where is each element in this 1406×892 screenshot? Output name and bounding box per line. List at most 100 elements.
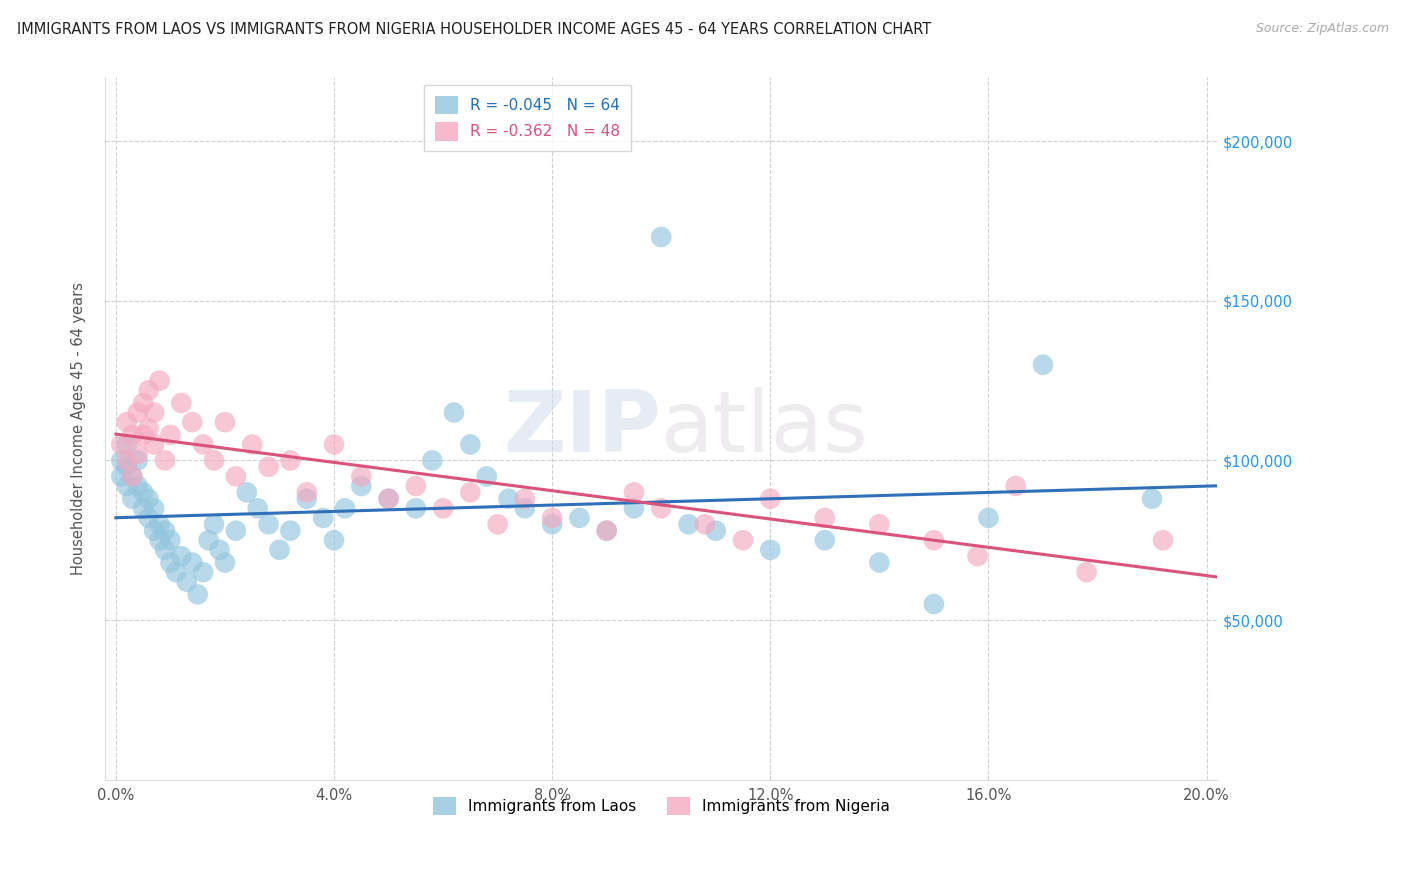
Point: [350, 469, 373, 483]
Point: [650, 230, 672, 244]
Point: [138, 491, 160, 506]
Point: [922, 533, 945, 548]
Point: [759, 491, 782, 506]
Point: [420, 453, 443, 467]
Y-axis label: Householder Income Ages 45 - 64 years: Householder Income Ages 45 - 64 years: [72, 282, 86, 575]
Point: [143, 437, 166, 451]
Point: [214, 415, 236, 429]
Point: [868, 556, 890, 570]
Point: [460, 485, 482, 500]
Point: [148, 517, 170, 532]
Point: [110, 453, 132, 467]
Point: [115, 415, 138, 429]
Point: [312, 511, 335, 525]
Point: [138, 511, 160, 525]
Point: [1140, 491, 1163, 506]
Point: [759, 542, 782, 557]
Point: [115, 479, 138, 493]
Point: [377, 491, 399, 506]
Point: [121, 491, 143, 506]
Point: [121, 469, 143, 483]
Point: [143, 406, 166, 420]
Point: [246, 501, 269, 516]
Point: [1152, 533, 1174, 548]
Point: [280, 524, 302, 538]
Point: [693, 517, 716, 532]
Point: [187, 587, 209, 601]
Point: [377, 491, 399, 506]
Point: [159, 556, 181, 570]
Point: [165, 565, 187, 579]
Point: [153, 542, 176, 557]
Point: [1032, 358, 1054, 372]
Point: [197, 533, 219, 548]
Point: [966, 549, 988, 564]
Point: [269, 542, 291, 557]
Point: [405, 501, 427, 516]
Point: [121, 428, 143, 442]
Point: [486, 517, 509, 532]
Point: [181, 415, 204, 429]
Text: ZIP: ZIP: [503, 387, 661, 470]
Point: [159, 533, 181, 548]
Point: [115, 453, 138, 467]
Point: [143, 524, 166, 538]
Point: [148, 533, 170, 548]
Point: [295, 491, 318, 506]
Point: [214, 556, 236, 570]
Point: [432, 501, 454, 516]
Point: [1004, 479, 1026, 493]
Point: [443, 406, 465, 420]
Point: [132, 501, 155, 516]
Point: [475, 469, 498, 483]
Point: [225, 469, 247, 483]
Point: [148, 374, 170, 388]
Point: [208, 542, 231, 557]
Point: [127, 447, 149, 461]
Point: [127, 479, 149, 493]
Point: [202, 517, 225, 532]
Legend: Immigrants from Laos, Immigrants from Nigeria: Immigrants from Laos, Immigrants from Ni…: [423, 788, 898, 824]
Point: [541, 517, 564, 532]
Text: IMMIGRANTS FROM LAOS VS IMMIGRANTS FROM NIGERIA HOUSEHOLDER INCOME AGES 45 - 64 : IMMIGRANTS FROM LAOS VS IMMIGRANTS FROM …: [17, 22, 931, 37]
Point: [257, 459, 280, 474]
Point: [280, 453, 302, 467]
Point: [153, 453, 176, 467]
Point: [814, 533, 837, 548]
Point: [350, 479, 373, 493]
Point: [121, 469, 143, 483]
Point: [191, 565, 214, 579]
Point: [568, 511, 591, 525]
Point: [110, 437, 132, 451]
Point: [1076, 565, 1098, 579]
Point: [202, 453, 225, 467]
Point: [650, 501, 672, 516]
Point: [138, 421, 160, 435]
Point: [295, 485, 318, 500]
Point: [513, 501, 536, 516]
Point: [240, 437, 263, 451]
Point: [132, 428, 155, 442]
Point: [132, 485, 155, 500]
Point: [405, 479, 427, 493]
Point: [225, 524, 247, 538]
Point: [678, 517, 700, 532]
Point: [127, 453, 149, 467]
Point: [138, 383, 160, 397]
Point: [868, 517, 890, 532]
Point: [170, 396, 193, 410]
Point: [159, 428, 181, 442]
Point: [236, 485, 259, 500]
Point: [704, 524, 727, 538]
Point: [513, 491, 536, 506]
Point: [814, 511, 837, 525]
Point: [323, 533, 346, 548]
Point: [623, 501, 645, 516]
Point: [115, 459, 138, 474]
Point: [143, 501, 166, 516]
Point: [922, 597, 945, 611]
Point: [323, 437, 346, 451]
Point: [977, 511, 1000, 525]
Point: [115, 437, 138, 451]
Point: [110, 469, 132, 483]
